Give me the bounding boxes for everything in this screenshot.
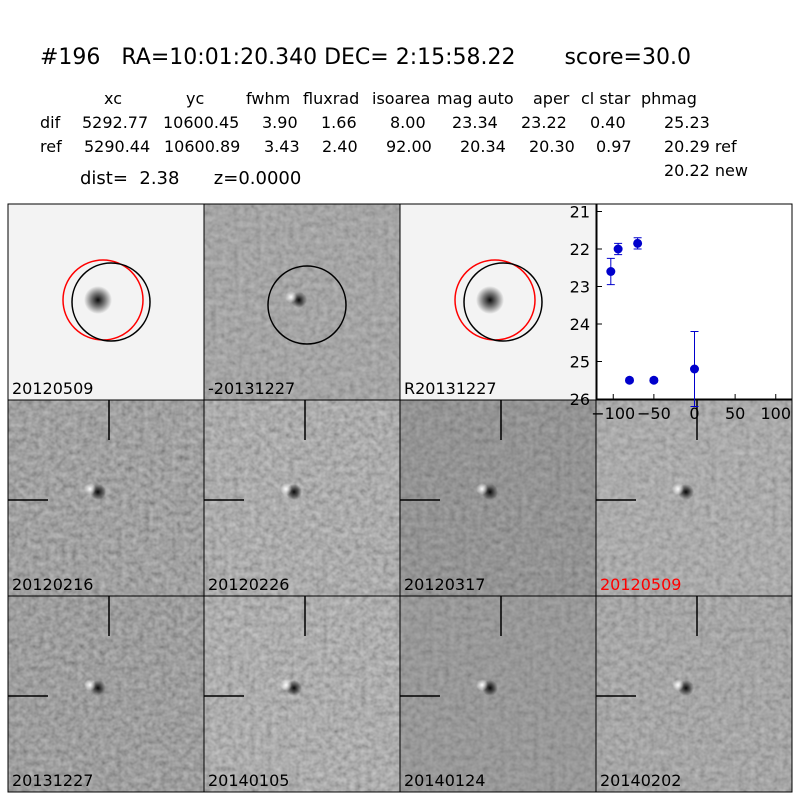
y-tick-label: 26 bbox=[570, 390, 590, 409]
panel-label: 20120509 bbox=[600, 575, 681, 594]
light-curve: 21 22 23 24 25 26−100 −50 0 50 100 bbox=[570, 203, 793, 423]
table-cell: 25.23 bbox=[664, 113, 710, 132]
panel-noise bbox=[204, 400, 400, 596]
table-cell: 5292.77 bbox=[82, 113, 148, 132]
x-tick-label: −50 bbox=[637, 404, 671, 423]
column-header: mag auto bbox=[437, 89, 514, 108]
panel-noise bbox=[204, 596, 400, 792]
panel-label: 20120317 bbox=[404, 575, 485, 594]
x-tick-label: 0 bbox=[689, 404, 699, 423]
title: #196 RA=10:01:20.340 DEC= 2:15:58.22 sco… bbox=[40, 45, 691, 70]
table-cell: 0.40 bbox=[590, 113, 626, 132]
table-cell: 10600.45 bbox=[163, 113, 239, 132]
table-cell: 20.30 bbox=[529, 137, 575, 156]
column-header: yc bbox=[186, 89, 204, 108]
source-blob-positive bbox=[285, 291, 297, 303]
table-cell: 3.43 bbox=[264, 137, 300, 156]
table-cell: 23.22 bbox=[521, 113, 567, 132]
y-tick-label: 21 bbox=[570, 203, 590, 222]
panel-label: 20120226 bbox=[208, 575, 289, 594]
table-extra: 20.22 new bbox=[664, 161, 748, 180]
source-blob-positive bbox=[476, 483, 488, 495]
table-cell: 92.00 bbox=[386, 137, 432, 156]
source-blob-positive bbox=[476, 679, 488, 691]
panel-label: 20140124 bbox=[404, 771, 485, 790]
point bbox=[649, 375, 659, 385]
panel-noise bbox=[596, 596, 792, 792]
source-blob-positive bbox=[280, 679, 292, 691]
y-tick-label: 25 bbox=[570, 353, 590, 372]
point bbox=[633, 238, 643, 248]
panel-label: -20131227 bbox=[208, 379, 295, 398]
dif-circle bbox=[267, 265, 347, 345]
x-tick-label: 100 bbox=[760, 404, 791, 423]
panel-noise bbox=[400, 400, 596, 596]
column-header: phmag bbox=[641, 89, 697, 108]
point bbox=[690, 364, 699, 374]
x-tick-label: −100 bbox=[591, 404, 635, 423]
panel-label: 20120509 bbox=[12, 379, 93, 398]
source-blob bbox=[84, 286, 112, 314]
table-cell: 20.29 ref bbox=[664, 137, 737, 156]
source-blob-positive bbox=[672, 483, 684, 495]
point bbox=[613, 244, 623, 254]
panel-noise bbox=[8, 400, 204, 596]
x-tick-label: 50 bbox=[725, 404, 745, 423]
source-blob bbox=[476, 286, 504, 314]
table-cell: 10600.89 bbox=[164, 137, 240, 156]
y-tick-label: 24 bbox=[570, 315, 590, 334]
panel-label: 20131227 bbox=[12, 771, 93, 790]
image-grid: 20120509 -20131227 R20131227 20120216 201202… bbox=[7, 203, 793, 793]
source-blob-positive bbox=[280, 483, 292, 495]
table-cell: 2.40 bbox=[322, 137, 358, 156]
panel-noise bbox=[400, 596, 596, 792]
table-cell: ref bbox=[40, 137, 62, 156]
panel-noise bbox=[8, 596, 204, 792]
source-blob-positive bbox=[672, 679, 684, 691]
point bbox=[606, 267, 616, 276]
column-header: fwhm bbox=[246, 89, 290, 108]
panel-label: 20140202 bbox=[600, 771, 681, 790]
source-blob-positive bbox=[84, 679, 96, 691]
column-header: isoarea bbox=[372, 89, 430, 108]
column-header: xc bbox=[104, 89, 122, 108]
point bbox=[625, 375, 634, 385]
panel-frame bbox=[595, 595, 793, 793]
y-tick-label: 23 bbox=[570, 278, 590, 297]
dif-circle bbox=[463, 262, 543, 342]
table-cell: 8.00 bbox=[390, 113, 426, 132]
dist-line: dist= 2.38 z=0.0000 bbox=[80, 168, 301, 189]
column-header: aper bbox=[533, 89, 570, 108]
panel-label: 20140105 bbox=[208, 771, 289, 790]
table-cell: dif bbox=[40, 113, 61, 132]
y-tick-label: 22 bbox=[570, 240, 590, 259]
table-cell: 3.90 bbox=[262, 113, 298, 132]
table-cell: 20.34 bbox=[460, 137, 506, 156]
table-cell: 23.34 bbox=[452, 113, 498, 132]
dif-circle bbox=[71, 262, 151, 342]
column-header: cl star bbox=[581, 89, 631, 108]
panel-noise bbox=[596, 400, 792, 596]
table-cell: 0.97 bbox=[596, 137, 632, 156]
table-cell: 5290.44 bbox=[84, 137, 150, 156]
panel-label: R20131227 bbox=[404, 379, 497, 398]
column-header: fluxrad bbox=[303, 89, 359, 108]
table-cell: 1.66 bbox=[321, 113, 357, 132]
panel-label: 20120216 bbox=[12, 575, 93, 594]
source-blob-positive bbox=[84, 483, 96, 495]
